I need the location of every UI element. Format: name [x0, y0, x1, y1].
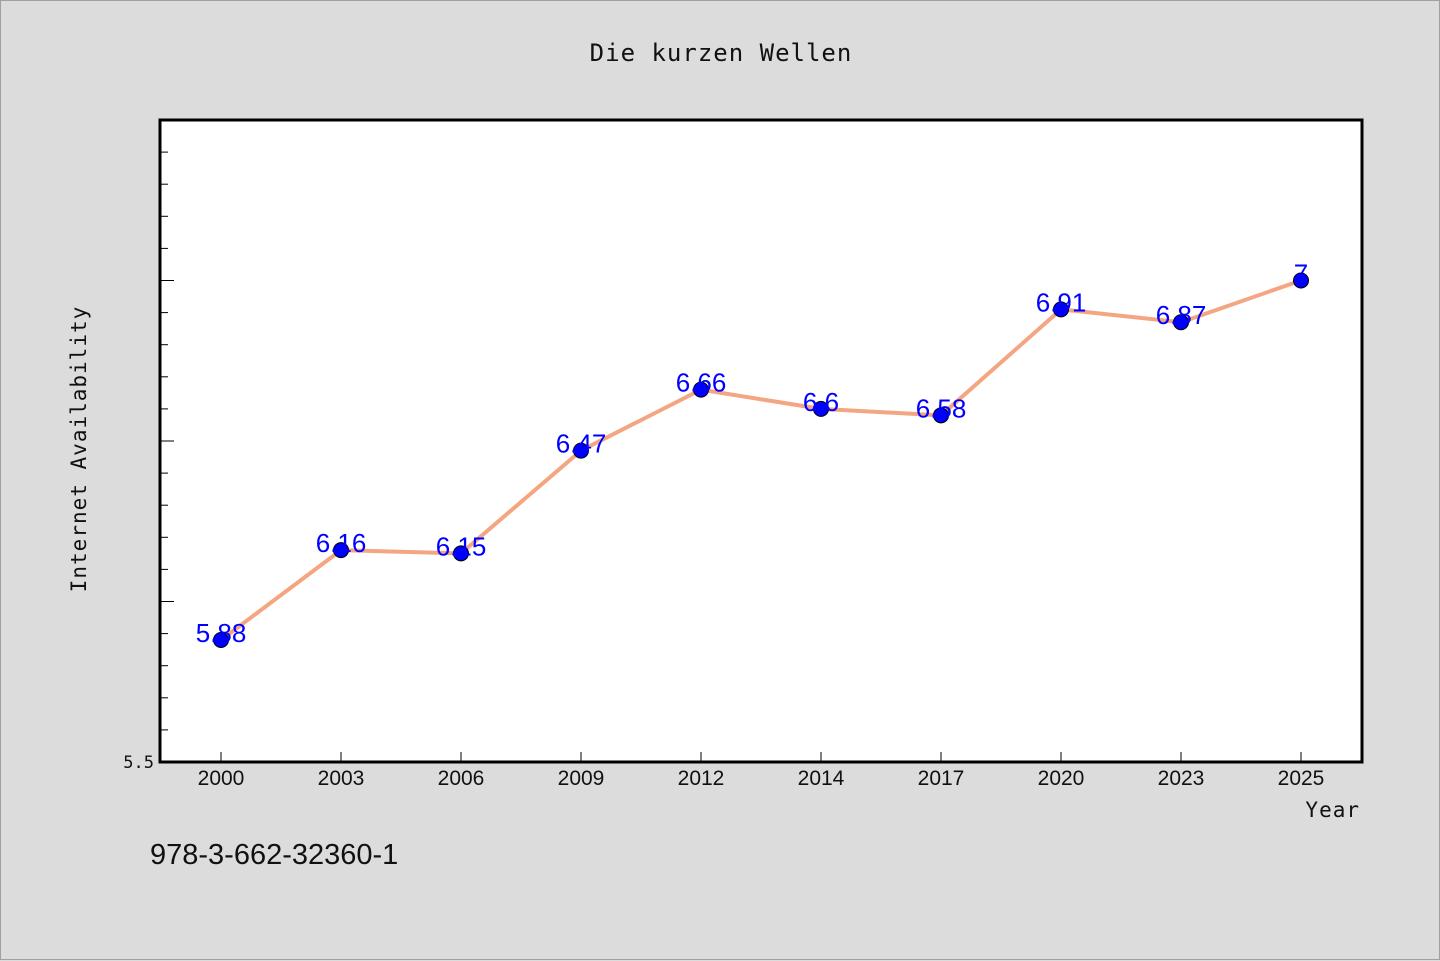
data-point	[933, 407, 949, 424]
x-tick-label: 2025	[1278, 767, 1325, 790]
data-point	[1173, 314, 1189, 331]
y-axis-label: Internet Availability	[67, 306, 91, 593]
series-markers	[213, 272, 1309, 649]
data-label: 6.6	[803, 387, 839, 417]
footer-isbn: 978-3-662-32360-1	[150, 839, 398, 871]
data-label: 6.87	[1156, 300, 1207, 330]
y-tick-label: 5.5	[123, 753, 154, 773]
x-tick-label: 2012	[678, 767, 725, 790]
chart-title: Die kurzen Wellen	[590, 39, 853, 67]
data-point	[453, 545, 469, 562]
x-tick-label: 2020	[1038, 767, 1085, 790]
x-tick-label: 2014	[798, 767, 845, 790]
data-label: 6.91	[1036, 287, 1087, 317]
data-label: 7	[1294, 259, 1308, 289]
data-point	[573, 442, 589, 459]
data-point	[693, 381, 709, 398]
data-point	[813, 400, 829, 417]
data-point	[1293, 272, 1309, 289]
x-tick-label: 2009	[558, 767, 605, 790]
x-tick-label: 2017	[918, 767, 965, 790]
data-label: 6.47	[556, 429, 607, 459]
data-point	[333, 542, 349, 559]
data-point	[213, 632, 229, 649]
data-label: 6.58	[916, 393, 967, 423]
data-label: 6.15	[436, 531, 487, 561]
data-label: 6.66	[676, 368, 727, 398]
x-tick-label: 2023	[1158, 767, 1205, 790]
data-label: 6.16	[316, 528, 367, 558]
y-axis-ticks	[160, 151, 174, 763]
data-label: 5.88	[196, 618, 247, 648]
x-tick-label: 2006	[438, 767, 485, 790]
plot-area	[158, 118, 1364, 764]
x-axis-label: Year	[1305, 798, 1360, 822]
data-labels: 5.88 6.16 6.15 6.47 6.66 6.6 6.58 6.91 6.87 7	[196, 259, 1309, 649]
data-point	[1053, 301, 1069, 318]
x-tick-label: 2000	[198, 767, 245, 790]
x-axis-ticks: 2000 2003 2006 2009 2012 2014 2017 2020 2023 2025	[198, 752, 1325, 790]
series-line	[219, 278, 1302, 642]
x-tick-label: 2003	[318, 767, 365, 790]
